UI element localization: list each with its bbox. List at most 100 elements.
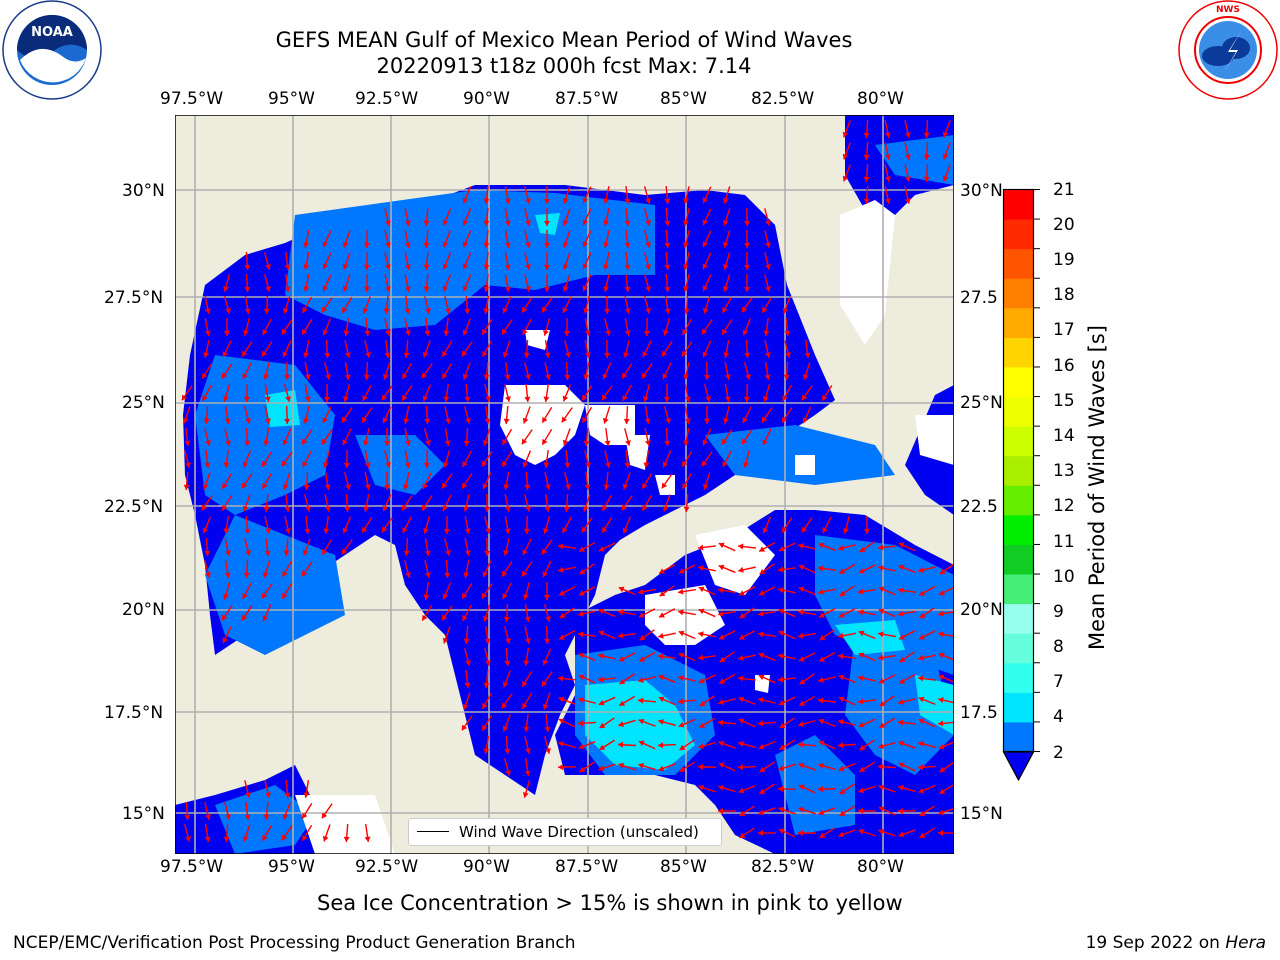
wave-direction-arrowhead	[798, 806, 805, 813]
wave-direction-arrowhead	[244, 528, 251, 534]
wave-direction-arrowhead	[282, 570, 288, 577]
wave-direction-arrowhead	[664, 198, 671, 204]
wave-direction-arrowhead	[524, 770, 531, 776]
wave-direction-arrowhead	[878, 763, 884, 770]
wave-direction-arrowhead	[638, 762, 645, 769]
wave-direction-arrowhead	[745, 374, 751, 380]
wave-direction-arrowhead	[544, 638, 551, 644]
wave-direction-arrowhead	[224, 418, 231, 424]
wave-direction-arrowhead	[343, 330, 350, 336]
wave-direction-arrowhead	[804, 352, 811, 358]
wave-direction-arrowhead	[583, 308, 590, 314]
nws-logo: NWS	[1178, 0, 1278, 100]
wave-direction-arrowhead	[304, 374, 311, 380]
wave-direction-arrowhead	[742, 417, 748, 424]
wave-direction-arrowhead	[403, 484, 410, 490]
wave-direction-arrowhead	[204, 462, 211, 468]
wave-direction-arrowhead	[543, 220, 550, 226]
wave-direction-arrowhead	[544, 726, 551, 732]
wave-direction-arrowhead	[744, 242, 751, 248]
wave-direction-arrowhead	[281, 834, 288, 841]
wave-direction-arrowhead	[758, 720, 764, 727]
footer-host: Hera	[1225, 933, 1266, 953]
wave-direction-arrowhead	[645, 308, 651, 314]
wave-direction-arrowhead	[622, 483, 629, 490]
wave-direction-arrowhead	[444, 308, 451, 314]
wave-direction-arrowhead	[423, 528, 429, 534]
wave-direction-arrowhead	[878, 743, 884, 749]
lon-label-bottom: 82.5°W	[751, 857, 815, 877]
wave-direction-arrowhead	[504, 748, 511, 754]
wave-direction-arrowhead	[242, 835, 249, 842]
wave-direction-arrowhead	[385, 242, 391, 248]
wave-direction-arrowhead	[778, 566, 784, 573]
wave-direction-arrowhead	[483, 374, 490, 380]
no-data-patches	[295, 200, 954, 854]
wave-direction-arrowhead	[578, 697, 584, 703]
wave-direction-arrowhead	[939, 568, 946, 575]
wave-direction-arrowhead	[878, 608, 885, 615]
wave-direction-arrowhead	[619, 678, 626, 685]
wave-direction-arrowhead	[818, 786, 824, 793]
colorbar-tick-label: 4	[1053, 707, 1064, 727]
wave-direction-arrowhead	[879, 700, 886, 707]
wave-direction-arrowhead	[784, 330, 791, 336]
wave-direction-arrowhead	[282, 307, 289, 314]
wave-direction-arrowhead	[758, 674, 765, 681]
wave-direction-arrowhead	[698, 784, 705, 791]
wave-direction-arrowhead	[303, 286, 310, 292]
wave-direction-arrowhead	[778, 785, 784, 792]
wave-direction-arrowhead	[698, 544, 704, 551]
wave-direction-arrowhead	[463, 638, 470, 644]
wave-direction-arrowhead	[764, 352, 771, 358]
wave-direction-arrowhead	[558, 566, 564, 573]
wave-direction-arrowhead	[863, 176, 870, 182]
wave-direction-arrowhead	[698, 743, 705, 750]
wave-direction-arrowhead	[223, 528, 230, 534]
wave-direction-arrowhead	[798, 784, 805, 791]
wave-direction-arrowhead	[205, 440, 211, 446]
wave-direction-arrowhead	[702, 351, 709, 358]
wave-direction-arrowhead	[919, 832, 926, 838]
wave-direction-arrowhead	[502, 570, 508, 577]
wave-direction-arrowhead	[303, 264, 310, 270]
wave-direction-arrowhead	[543, 198, 550, 204]
wave-direction-arrowhead	[481, 460, 488, 467]
wave-direction-arrowhead	[662, 505, 669, 512]
wave-direction-arrowhead	[502, 681, 509, 688]
wave-direction-arrowhead	[819, 656, 825, 662]
wave-direction-arrowhead	[758, 743, 765, 750]
wave-direction-arrowhead	[598, 676, 604, 683]
wave-direction-arrowhead	[344, 374, 351, 380]
wave-direction-arrowhead	[764, 374, 771, 380]
wave-direction-arrowhead	[942, 131, 949, 138]
wave-direction-arrowhead	[325, 374, 331, 380]
wave-direction-arrowhead	[223, 462, 230, 468]
lat-label-left: 22.5°N	[104, 497, 164, 517]
wave-direction-arrowhead	[682, 483, 688, 489]
wave-direction-arrowhead	[302, 328, 308, 335]
wave-direction-arrowhead	[602, 373, 609, 380]
wave-direction-arrowhead	[638, 677, 644, 683]
wave-direction-arrowhead	[664, 308, 671, 314]
wave-direction-arrowhead	[579, 546, 586, 552]
wave-direction-arrowhead	[343, 396, 349, 402]
wave-direction-arrowhead	[663, 330, 669, 336]
wave-direction-arrowhead	[523, 594, 529, 600]
svg-text:NWS: NWS	[1216, 5, 1240, 15]
colorbar-tick-label: 10	[1053, 567, 1075, 587]
wave-direction-arrowhead	[565, 352, 571, 358]
wave-direction-arrowhead	[582, 394, 588, 401]
wave-direction-arrowhead	[243, 572, 250, 578]
wave-direction-arrowhead	[464, 550, 471, 556]
wave-direction-arrowhead	[464, 308, 471, 314]
wave-direction-arrowhead	[942, 175, 949, 182]
wave-direction-arrowhead	[822, 527, 828, 533]
wave-direction-arrowhead	[838, 765, 845, 772]
wave-direction-arrowhead	[938, 590, 945, 596]
wave-direction-arrowhead	[763, 330, 770, 336]
wave-direction-arrowhead	[244, 286, 251, 292]
wave-direction-arrowhead	[699, 722, 706, 728]
wave-direction-arrowhead	[698, 565, 704, 572]
lat-label-left: 30°N	[122, 181, 165, 201]
